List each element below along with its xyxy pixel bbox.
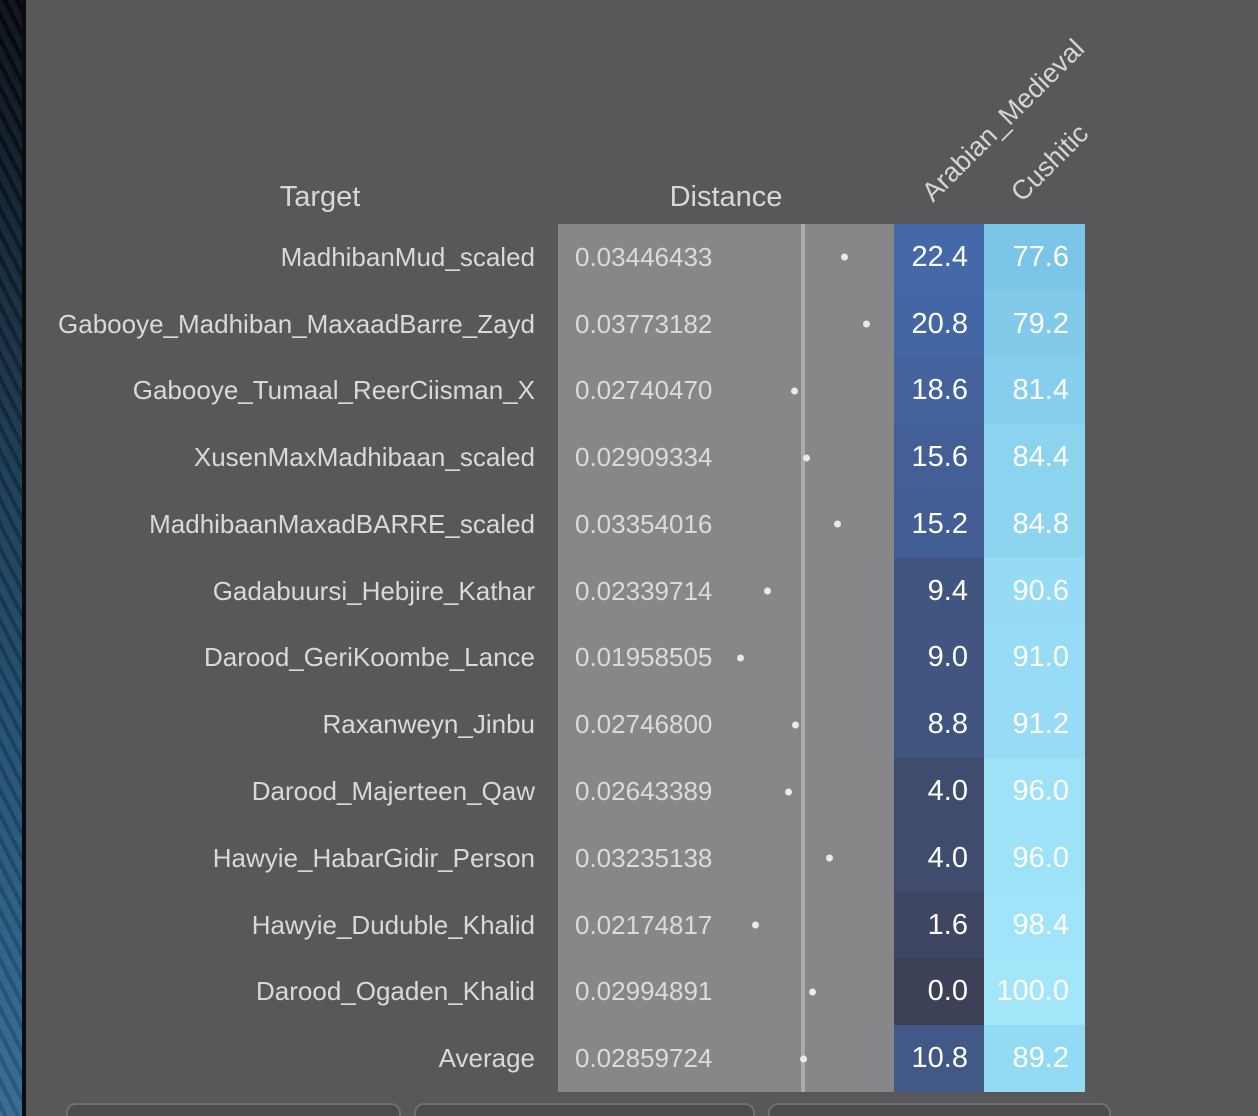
column-header-cushitic: Cushitic: [1005, 118, 1095, 208]
target-name: MadhibanMud_scaled: [280, 241, 535, 272]
column-header-distance: Distance: [669, 181, 783, 213]
target-name: XusenMaxMadhibaan_scaled: [193, 442, 535, 473]
arabian-medieval-value: 18.6: [894, 357, 984, 425]
target-name: Raxanweyn_Jinbu: [322, 709, 535, 740]
cushitic-value: 98.4: [984, 891, 1085, 959]
distance-value: 0.03446433: [558, 224, 894, 291]
arabian-medieval-value: 9.0: [894, 624, 984, 692]
bottom-panel-right[interactable]: [768, 1103, 1111, 1116]
arabian-medieval-value: 15.6: [894, 424, 984, 492]
distance-dot: [791, 721, 799, 729]
column-header-target: Target: [279, 181, 361, 213]
cushitic-value: 91.0: [984, 624, 1085, 692]
distance-value: 0.02909334: [558, 424, 894, 492]
arabian-medieval-value: 1.6: [894, 891, 984, 959]
distance-value: 0.03773182: [558, 290, 894, 358]
window-left-edge: [22, 0, 26, 1116]
table-row: Darood_GeriKoombe_Lance 0.01958505 9.0 91.0: [26, 624, 1258, 692]
target-name: Darood_GeriKoombe_Lance: [204, 642, 535, 673]
distance-dot: [803, 454, 811, 462]
table-row: Gabooye_Madhiban_MaxaadBarre_Zayd 0.03773…: [26, 290, 1258, 358]
distance-value: 0.03354016: [558, 491, 894, 558]
average-distance-marker: [801, 224, 806, 1092]
distance-value: 0.02339714: [558, 557, 894, 625]
distance-dot: [825, 854, 833, 862]
cushitic-value: 100.0: [984, 958, 1085, 1026]
cushitic-value: 81.4: [984, 357, 1085, 425]
arabian-medieval-value: 8.8: [894, 691, 984, 759]
arabian-medieval-value: 20.8: [894, 290, 984, 358]
admixture-results-panel: Target Distance Arabian_Medieval Cushiti…: [26, 0, 1258, 1116]
target-name: Hawyie_HabarGidir_Person: [212, 842, 535, 873]
cushitic-value: 89.2: [984, 1025, 1085, 1092]
target-name: Average: [438, 1043, 535, 1074]
distance-dot: [784, 788, 792, 795]
arabian-medieval-value: 9.4: [894, 557, 984, 625]
table-row: Raxanweyn_Jinbu 0.02746800 8.8 91.2: [26, 691, 1258, 759]
bottom-panel-left[interactable]: [66, 1103, 401, 1116]
table-row: Hawyie_HabarGidir_Person 0.03235138 4.0 96.…: [26, 824, 1258, 892]
distance-dot: [809, 988, 817, 996]
arabian-medieval-value: 0.0: [894, 958, 984, 1026]
distance-dot: [840, 253, 848, 261]
cushitic-value: 79.2: [984, 290, 1085, 358]
distance-dot: [752, 921, 760, 929]
target-name: Hawyie_Duduble_Khalid: [251, 909, 535, 940]
target-name: Darood_Ogaden_Khalid: [256, 976, 535, 1007]
table-row: Gadabuursi_Hebjire_Kathar 0.02339714 9.4 90…: [26, 557, 1258, 625]
cushitic-value: 77.6: [984, 224, 1085, 291]
cushitic-value: 84.4: [984, 424, 1085, 492]
desktop-wallpaper-strip: [0, 0, 22, 1116]
bottom-panel-middle[interactable]: [414, 1103, 755, 1116]
arabian-medieval-value: 4.0: [894, 824, 984, 892]
table-row: Darood_Ogaden_Khalid 0.02994891 0.0 100.0: [26, 958, 1258, 1026]
distance-value: 0.02643389: [558, 758, 894, 825]
distance-dot: [763, 587, 771, 595]
table-row: Gabooye_Tumaal_ReerCiisman_X 0.02740470 18…: [26, 357, 1258, 425]
table-row: MadhibanMud_scaled 0.03446433 22.4 77.6: [26, 224, 1258, 291]
arabian-medieval-value: 15.2: [894, 491, 984, 558]
distance-value: 0.01958505: [558, 624, 894, 692]
cushitic-value: 96.0: [984, 824, 1085, 892]
target-name: Gadabuursi_Hebjire_Kathar: [212, 575, 535, 606]
table-row: MadhibaanMaxadBARRE_scaled 0.03354016 15.2…: [26, 491, 1258, 558]
distance-dot: [791, 387, 799, 395]
table-row: Hawyie_Duduble_Khalid 0.02174817 1.6 98.4: [26, 891, 1258, 959]
arabian-medieval-value: 4.0: [894, 758, 984, 825]
distance-value: 0.02746800: [558, 691, 894, 759]
target-name: Gabooye_Tumaal_ReerCiisman_X: [132, 375, 535, 406]
distance-value: 0.02174817: [558, 891, 894, 959]
arabian-medieval-value: 22.4: [894, 224, 984, 291]
cushitic-value: 84.8: [984, 491, 1085, 558]
distance-value: 0.02859724: [558, 1025, 894, 1092]
distance-dot: [834, 520, 842, 528]
distance-value: 0.03235138: [558, 824, 894, 892]
cushitic-value: 96.0: [984, 758, 1085, 825]
column-header-arabian-medieval: Arabian_Medieval: [916, 33, 1091, 208]
distance-dot: [799, 1055, 807, 1063]
arabian-medieval-value: 10.8: [894, 1025, 984, 1092]
distance-dot: [863, 320, 871, 328]
cushitic-value: 91.2: [984, 691, 1085, 759]
distance-value: 0.02994891: [558, 958, 894, 1026]
table-row: Average 0.02859724 10.8 89.2: [26, 1025, 1258, 1092]
cushitic-value: 90.6: [984, 557, 1085, 625]
table-row: XusenMaxMadhibaan_scaled 0.02909334 15.6 84…: [26, 424, 1258, 492]
target-name: Gabooye_Madhiban_MaxaadBarre_Zayd: [58, 308, 535, 339]
target-name: MadhibaanMaxadBARRE_scaled: [149, 508, 535, 539]
results-table: MadhibanMud_scaled 0.03446433 22.4 77.6 Gabo…: [26, 224, 1258, 1092]
distance-value: 0.02740470: [558, 357, 894, 425]
distance-dot: [736, 654, 744, 662]
target-name: Darood_Majerteen_Qaw: [251, 776, 535, 806]
table-row: Darood_Majerteen_Qaw 0.02643389 4.0 96.0: [26, 758, 1258, 825]
